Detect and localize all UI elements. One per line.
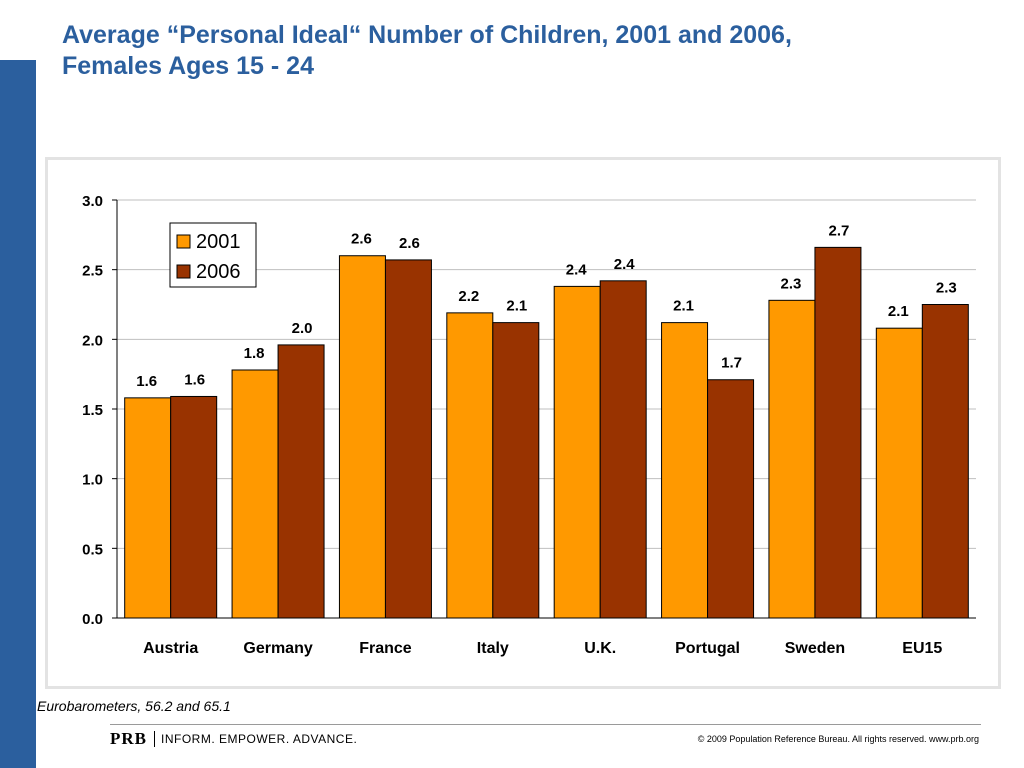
data-label: 2.4: [566, 261, 588, 278]
bar-2001-italy: [446, 312, 494, 619]
x-tick-label: France: [359, 640, 412, 657]
brand-separator: [154, 731, 155, 747]
data-label: 2.3: [781, 275, 802, 292]
legend-swatch-2001: [176, 234, 191, 249]
data-label: 2.6: [351, 231, 372, 248]
brand-logo: PRB: [110, 729, 147, 748]
bar-2006-eu15: [921, 304, 969, 619]
data-label: 1.6: [136, 373, 157, 390]
bar-2001-eu15: [875, 327, 923, 619]
x-tick-label: EU15: [902, 640, 942, 657]
brand-tagline: INFORM. EMPOWER. ADVANCE.: [161, 732, 358, 746]
data-label: 2.0: [292, 320, 313, 337]
bar-2006-portugal: [707, 379, 755, 619]
source-note: Eurobarometers, 56.2 and 65.1: [37, 698, 231, 714]
data-label: 2.1: [888, 303, 909, 320]
data-label: 1.8: [244, 345, 265, 362]
bar-2006-france: [384, 259, 432, 619]
x-tick-label: Portugal: [675, 640, 740, 657]
data-label: 2.7: [829, 222, 850, 239]
data-label: 1.7: [721, 355, 742, 372]
y-tick-label: 2.0: [82, 332, 103, 349]
x-tick-label: Germany: [243, 640, 312, 657]
data-label: 2.4: [614, 256, 636, 273]
bar-2001-portugal: [661, 322, 709, 619]
legend-label: 2001: [196, 231, 241, 253]
y-tick-label: 3.0: [82, 193, 103, 210]
x-tick-label: U.K.: [584, 640, 616, 657]
bar-2006-uk: [599, 280, 647, 619]
data-label: 2.3: [936, 280, 957, 297]
legend-label: 2006: [196, 261, 241, 283]
bar-2006-germany: [277, 344, 325, 619]
data-label: 1.6: [184, 371, 205, 388]
bar-2001-germany: [231, 369, 279, 619]
bar-2001-austria: [124, 397, 172, 619]
data-label: 2.1: [506, 298, 527, 315]
y-tick-label: 0.5: [82, 541, 103, 558]
bar-2001-sweden: [768, 299, 816, 619]
bar-2001-france: [338, 255, 386, 619]
side-accent-bar: [0, 60, 36, 768]
x-tick-label: Austria: [143, 640, 198, 657]
slide-title: Average “Personal Ideal“ Number of Child…: [62, 21, 792, 80]
chart-frame: 0.0 0.5 1.0 1.5 2.0 2.5 3.0 1.6 1.6 Austria 1.8 2.0…: [45, 157, 1001, 689]
bar-2006-austria: [170, 395, 218, 619]
legend-swatch-2006: [176, 264, 191, 279]
data-label: 2.6: [399, 235, 420, 252]
data-label: 2.2: [458, 288, 479, 305]
x-tick-label: Italy: [477, 640, 509, 657]
bar-chart: 0.0 0.5 1.0 1.5 2.0 2.5 3.0 1.6 1.6 Austria 1.8 2.0…: [82, 193, 976, 657]
copyright-notice: © 2009 Population Reference Bureau. All …: [697, 734, 979, 744]
y-tick-label: 0.0: [82, 611, 103, 628]
y-tick-label: 2.5: [82, 263, 103, 280]
y-tick-label: 1.0: [82, 472, 103, 489]
bar-2001-uk: [553, 285, 601, 619]
data-label: 2.1: [673, 298, 694, 315]
footer-brand: PRB INFORM. EMPOWER. ADVANCE.: [110, 729, 357, 749]
x-tick-label: Sweden: [785, 640, 845, 657]
bar-2006-italy: [492, 322, 540, 619]
footer-divider: [110, 724, 981, 725]
y-tick-label: 1.5: [82, 402, 103, 419]
bar-2006-sweden: [814, 246, 862, 619]
